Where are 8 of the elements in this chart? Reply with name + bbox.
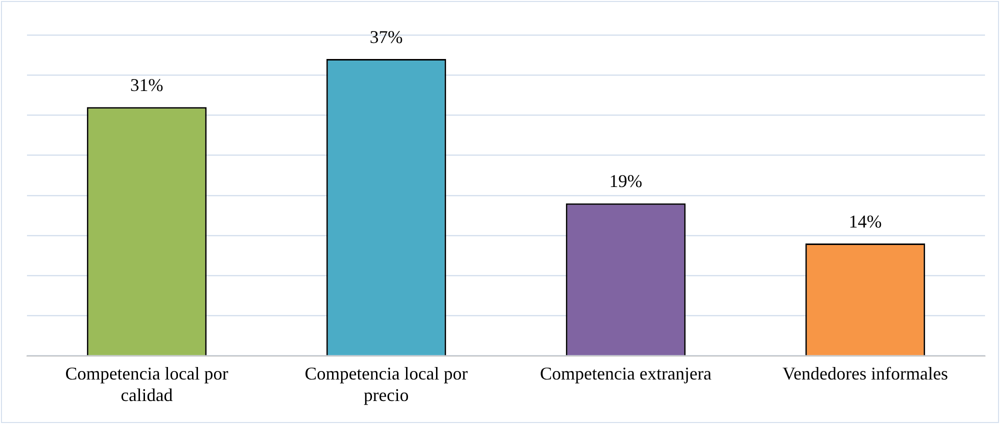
data-label: 37%: [370, 26, 403, 47]
data-label: 19%: [609, 171, 642, 192]
x-tick-label: Competencia extranjera: [540, 363, 712, 384]
x-tick-label: Vendedores informales: [782, 363, 948, 384]
x-tick-label: Competencia local por calidad: [65, 363, 228, 405]
data-label: 14%: [848, 211, 882, 232]
data-label: 31%: [130, 74, 164, 95]
x-tick-label: Competencia local por precio: [304, 363, 468, 405]
